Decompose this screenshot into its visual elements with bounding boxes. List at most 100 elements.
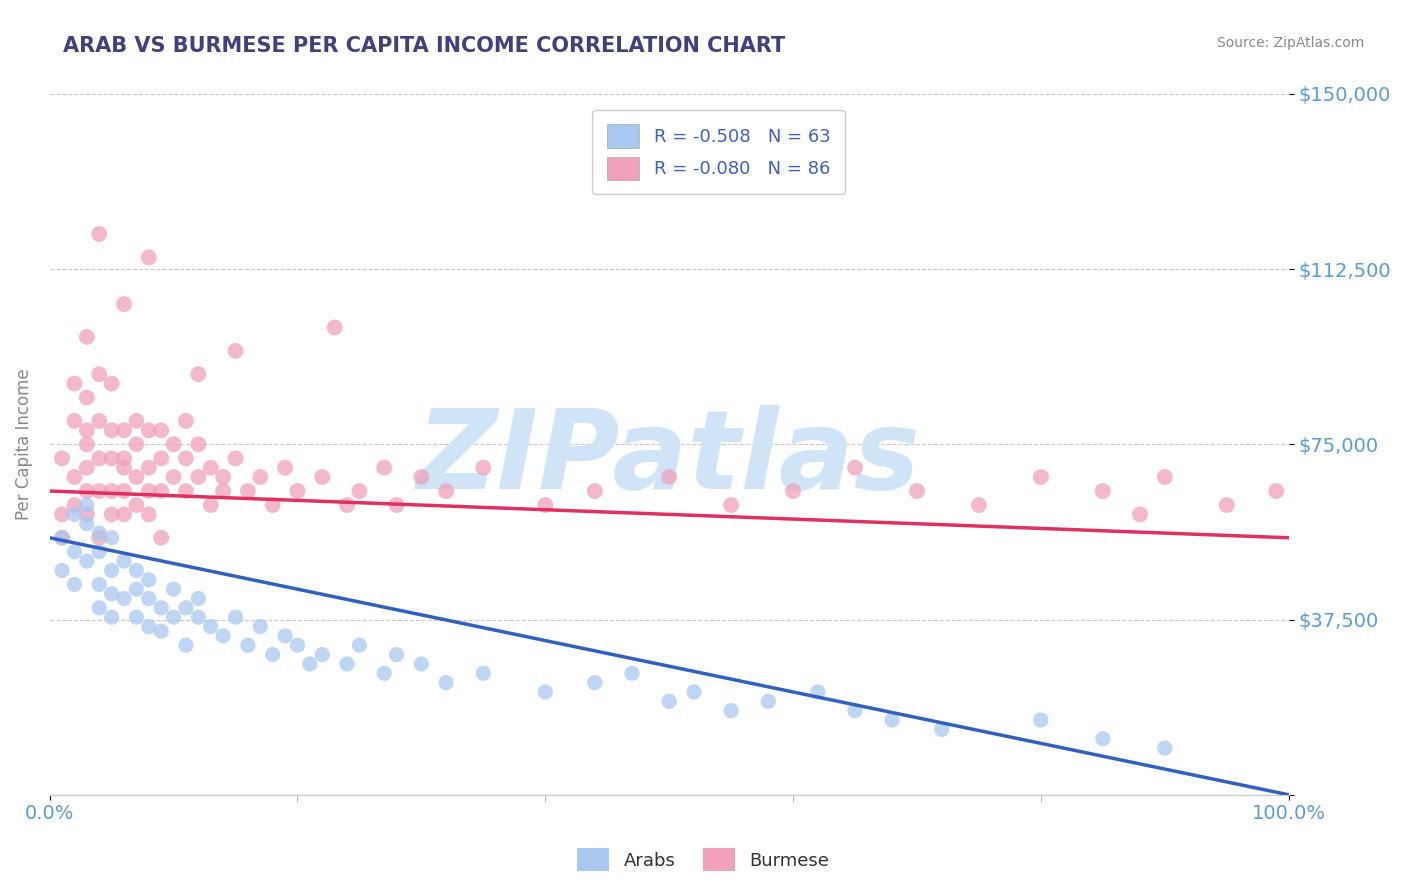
Point xyxy=(138,251,160,265)
Point xyxy=(200,460,222,475)
Point xyxy=(162,437,184,451)
Point xyxy=(844,704,866,718)
Point xyxy=(200,498,222,512)
Point xyxy=(1029,470,1052,484)
Point xyxy=(63,508,86,522)
Point xyxy=(583,483,606,498)
Point xyxy=(249,470,271,484)
Point xyxy=(187,610,209,624)
Point xyxy=(63,376,86,391)
Point xyxy=(323,320,346,334)
Point xyxy=(76,498,98,512)
Point xyxy=(51,564,73,578)
Point xyxy=(1129,508,1152,522)
Point xyxy=(411,470,433,484)
Point xyxy=(187,368,209,382)
Point xyxy=(931,723,953,737)
Point xyxy=(782,483,804,498)
Point xyxy=(274,460,297,475)
Point xyxy=(76,330,98,344)
Point xyxy=(174,414,197,428)
Point xyxy=(100,610,122,624)
Point xyxy=(112,554,135,568)
Point xyxy=(112,451,135,466)
Point xyxy=(76,516,98,531)
Point xyxy=(63,545,86,559)
Point xyxy=(1091,731,1114,746)
Point xyxy=(150,624,173,639)
Point xyxy=(583,675,606,690)
Point xyxy=(225,451,247,466)
Point xyxy=(125,582,148,596)
Point xyxy=(756,694,779,708)
Point xyxy=(76,508,98,522)
Point xyxy=(336,498,359,512)
Point xyxy=(150,451,173,466)
Point xyxy=(200,619,222,633)
Point xyxy=(373,666,395,681)
Point xyxy=(658,694,681,708)
Point xyxy=(411,657,433,671)
Point xyxy=(89,600,111,615)
Point xyxy=(434,483,457,498)
Point xyxy=(373,460,395,475)
Point xyxy=(225,610,247,624)
Point xyxy=(138,508,160,522)
Point xyxy=(212,483,235,498)
Point xyxy=(51,508,73,522)
Point xyxy=(967,498,990,512)
Point xyxy=(385,648,408,662)
Point xyxy=(162,610,184,624)
Point xyxy=(212,629,235,643)
Point xyxy=(225,343,247,358)
Point xyxy=(89,577,111,591)
Point xyxy=(620,666,643,681)
Point xyxy=(534,498,557,512)
Point xyxy=(100,508,122,522)
Point xyxy=(63,414,86,428)
Point xyxy=(150,483,173,498)
Point xyxy=(150,600,173,615)
Point xyxy=(125,564,148,578)
Point xyxy=(1215,498,1237,512)
Point xyxy=(125,498,148,512)
Point xyxy=(336,657,359,671)
Point xyxy=(89,545,111,559)
Point xyxy=(63,470,86,484)
Point xyxy=(100,483,122,498)
Point xyxy=(349,638,371,652)
Point xyxy=(125,610,148,624)
Point xyxy=(287,483,309,498)
Point xyxy=(100,423,122,437)
Point xyxy=(89,483,111,498)
Point xyxy=(150,531,173,545)
Point xyxy=(112,591,135,606)
Point xyxy=(138,423,160,437)
Point xyxy=(683,685,706,699)
Point xyxy=(51,451,73,466)
Point xyxy=(51,531,73,545)
Y-axis label: Per Capita Income: Per Capita Income xyxy=(15,368,32,520)
Point xyxy=(1153,741,1175,756)
Point xyxy=(76,554,98,568)
Point xyxy=(212,470,235,484)
Point xyxy=(434,675,457,690)
Point xyxy=(89,451,111,466)
Point xyxy=(138,619,160,633)
Point xyxy=(76,483,98,498)
Point xyxy=(1091,483,1114,498)
Point xyxy=(311,648,333,662)
Point xyxy=(249,619,271,633)
Point xyxy=(76,437,98,451)
Point xyxy=(162,582,184,596)
Point xyxy=(100,564,122,578)
Point xyxy=(274,629,297,643)
Point xyxy=(112,460,135,475)
Point xyxy=(720,704,742,718)
Point xyxy=(125,414,148,428)
Point xyxy=(89,414,111,428)
Point xyxy=(262,498,284,512)
Point xyxy=(844,460,866,475)
Point xyxy=(187,437,209,451)
Point xyxy=(89,227,111,241)
